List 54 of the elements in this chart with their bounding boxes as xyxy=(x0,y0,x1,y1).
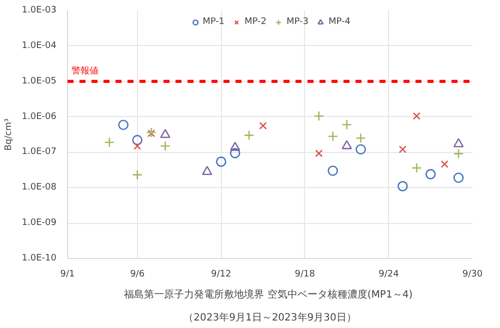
point xyxy=(146,127,156,138)
legend-label: MP-1 xyxy=(202,17,225,27)
point xyxy=(411,162,422,174)
text: 福島第一原子力発電所敷地境界 空気中ベータ核種濃度(MP1～4) xyxy=(124,288,413,300)
x-tick-label: 9/6 xyxy=(130,270,145,280)
point xyxy=(425,169,436,180)
point xyxy=(398,146,407,154)
x-tick-label: 9/24 xyxy=(378,270,400,280)
point xyxy=(356,132,366,144)
point xyxy=(104,137,115,148)
x-tick-label: 9/30 xyxy=(462,270,483,280)
point xyxy=(259,122,267,130)
point xyxy=(118,120,129,130)
point xyxy=(453,138,464,148)
y-tick-label: 1.0E-08 xyxy=(22,182,57,193)
point xyxy=(356,144,366,155)
point xyxy=(398,181,408,192)
point xyxy=(453,172,464,183)
legend-label: MP-2 xyxy=(244,17,266,27)
point xyxy=(328,131,338,142)
point xyxy=(342,140,352,150)
point xyxy=(315,150,323,158)
x-tick-label: 9/1 xyxy=(60,270,75,280)
point xyxy=(328,166,338,176)
y-tick-label: 1.0E-04 xyxy=(22,40,57,51)
point xyxy=(160,140,170,152)
y-tick-label: 1.0E-06 xyxy=(22,112,57,122)
point xyxy=(453,148,464,159)
point xyxy=(342,119,352,130)
point xyxy=(230,148,240,158)
point xyxy=(244,130,254,140)
point xyxy=(412,112,420,120)
point xyxy=(132,134,142,146)
legend-label: MP-4 xyxy=(328,17,350,27)
text: （2023年9月1日～2023年9月30日） xyxy=(184,312,356,324)
point xyxy=(230,142,240,151)
y-axis-title: Bq/cm³ xyxy=(4,118,14,151)
y-tick-label: 1.0E-10 xyxy=(22,254,57,264)
point xyxy=(147,130,156,138)
legend-label: MP-3 xyxy=(286,17,308,27)
y-tick-label: 1.0E-05 xyxy=(22,76,57,86)
y-tick-label: 1.0E-09 xyxy=(22,218,57,228)
x-tick-label: 9/18 xyxy=(294,270,316,280)
point xyxy=(133,142,142,150)
point xyxy=(202,166,212,176)
point xyxy=(160,128,170,138)
x-tick-label: 9/12 xyxy=(211,270,232,280)
y-tick-label: 1.0E-03 xyxy=(22,6,57,16)
point xyxy=(216,156,226,167)
point xyxy=(132,170,142,180)
point xyxy=(314,110,324,122)
point xyxy=(440,160,448,168)
ref-line-label: 警報値 xyxy=(72,65,98,76)
y-tick-label: 1.0E-07 xyxy=(22,147,57,158)
